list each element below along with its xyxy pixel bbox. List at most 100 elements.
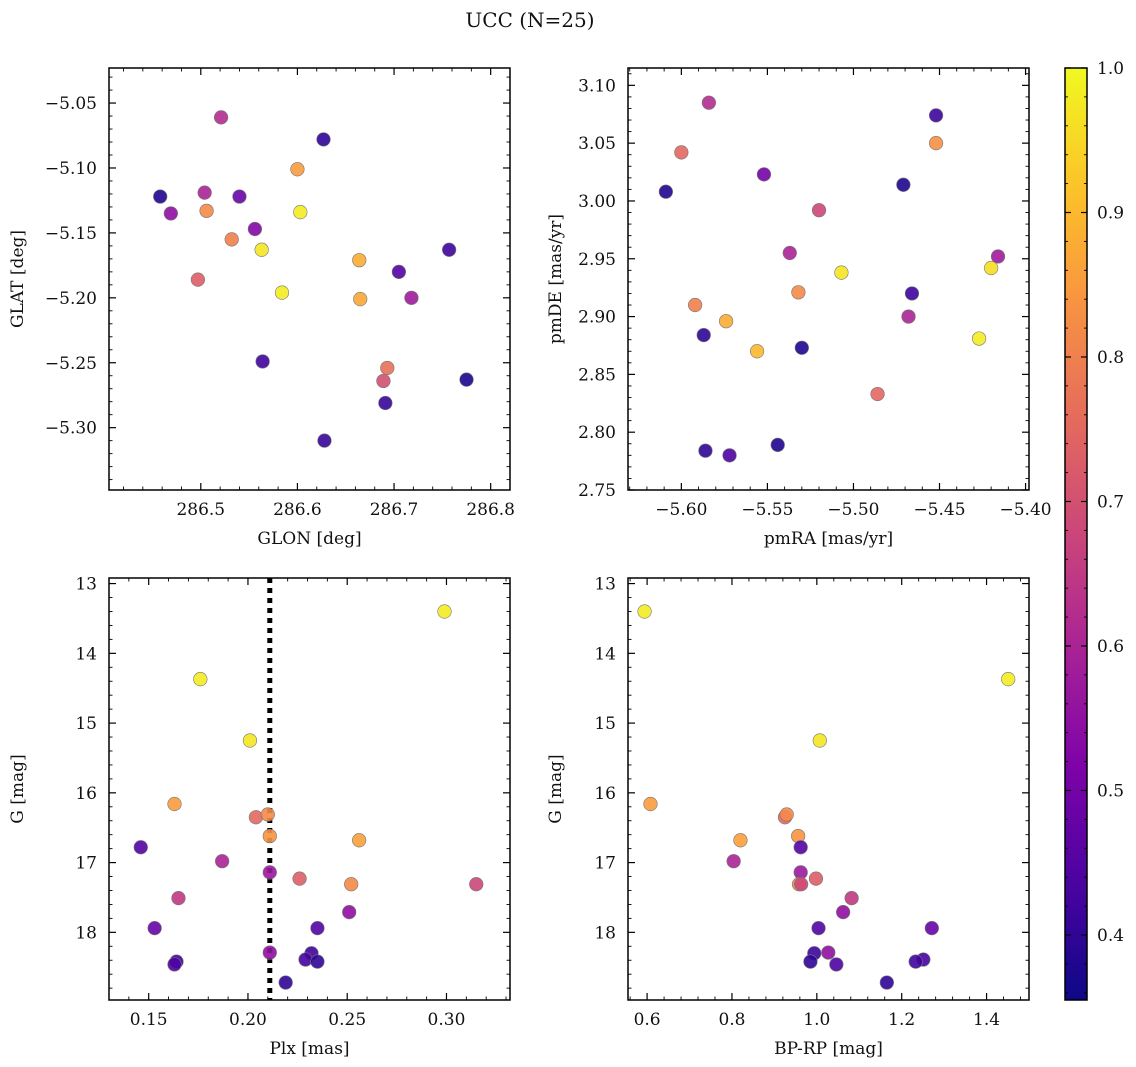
colorbar-frame — [1064, 67, 1088, 1001]
data-point — [224, 232, 239, 247]
data-point — [870, 386, 885, 402]
data-point — [718, 314, 734, 329]
data-point — [391, 264, 406, 279]
panel-bprp-g: 0.6 0.8 1.0 1.2 1.4 13 14 15 16 17 18 BP-RP [mag] G … — [546, 575, 1030, 1059]
data-point — [1001, 672, 1016, 687]
data-point — [167, 796, 182, 812]
y-tick-label: 3.10 — [578, 76, 616, 96]
panel-plx-g: 0.15 0.20 0.25 0.30 13 14 15 16 17 18 Plx [mas] G [… — [8, 575, 511, 1059]
x-tick-label: 286.5 — [176, 500, 225, 520]
data-point — [808, 871, 824, 886]
data-point — [232, 189, 247, 204]
y-tick-label: 14 — [75, 644, 97, 664]
colorbar-tick-label: 1.0 — [1097, 59, 1124, 79]
y-tick-label: 15 — [75, 714, 97, 734]
y-tick-label: 2.95 — [578, 250, 616, 270]
data-point — [260, 807, 275, 822]
data-point — [971, 331, 987, 346]
data-point — [811, 203, 827, 218]
y-tick-label: 2.75 — [578, 481, 616, 501]
axes-frame — [627, 577, 1030, 1001]
data-point — [293, 205, 308, 220]
data-point — [984, 260, 999, 276]
y-tick-label: −5.10 — [45, 159, 97, 179]
y-tick-label: −5.30 — [45, 419, 97, 439]
data-point — [733, 833, 748, 848]
data-point — [247, 221, 263, 237]
y-tick-label: 15 — [594, 714, 616, 734]
data-point — [834, 265, 849, 280]
colorbar-tick-label: 0.8 — [1097, 348, 1124, 368]
data-point — [163, 206, 178, 221]
data-point — [756, 167, 772, 182]
data-point — [147, 921, 162, 936]
data-point — [811, 921, 826, 936]
data-point — [658, 184, 673, 199]
data-point — [193, 672, 208, 687]
points-glon-glat — [153, 110, 474, 448]
data-point — [770, 437, 785, 453]
y-tick-label: 16 — [75, 784, 97, 804]
data-point — [791, 285, 806, 300]
data-point — [469, 877, 484, 892]
data-point — [380, 360, 395, 376]
data-point — [133, 840, 148, 855]
data-point — [879, 975, 894, 990]
y-tick-label: 14 — [594, 644, 616, 664]
data-point — [701, 95, 716, 110]
x-tick-label: 0.6 — [634, 1010, 661, 1030]
data-point — [794, 877, 809, 892]
data-point — [317, 433, 332, 448]
data-point — [310, 921, 325, 936]
y-tick-label: 3.00 — [578, 192, 616, 212]
data-point — [262, 865, 277, 880]
data-point — [167, 957, 182, 972]
y-axis-label: G [mag] — [8, 754, 28, 823]
points-plx-g — [133, 604, 484, 990]
data-point — [190, 272, 205, 287]
data-point — [197, 185, 212, 200]
x-tick-label: 0.20 — [229, 1010, 267, 1030]
colorbar-tick-label: 0.5 — [1097, 781, 1124, 801]
x-tick-label: 1.2 — [888, 1010, 915, 1030]
data-point — [298, 952, 313, 967]
data-point — [242, 733, 258, 748]
data-point — [901, 309, 916, 324]
data-point — [688, 297, 703, 313]
x-tick-label: 0.8 — [718, 1010, 745, 1030]
y-tick-label: 3.05 — [578, 134, 616, 154]
y-axis-label: G [mag] — [546, 754, 566, 823]
x-axis-label: pmRA [mas/yr] — [764, 529, 893, 549]
axes-frame — [627, 67, 1030, 491]
data-point — [829, 957, 844, 972]
data-point — [779, 807, 794, 822]
data-point — [812, 733, 827, 748]
data-point — [310, 954, 325, 969]
data-point — [404, 290, 419, 305]
points-bprp-g — [637, 604, 1016, 990]
data-point — [378, 395, 393, 411]
y-tick-label: −5.20 — [45, 289, 97, 309]
data-point — [254, 242, 269, 257]
x-tick-label: 1.4 — [973, 1010, 1000, 1030]
y-axis-label: pmDE [mas/yr] — [546, 214, 566, 344]
data-point — [749, 344, 765, 359]
data-point — [199, 203, 214, 218]
data-point — [928, 136, 944, 151]
y-tick-label: −5.15 — [45, 224, 97, 244]
y-tick-label: −5.25 — [45, 354, 97, 374]
data-point — [316, 132, 331, 147]
x-tick-label: 286.6 — [273, 500, 322, 520]
data-point — [292, 871, 307, 886]
x-tick-label: −5.45 — [913, 500, 965, 520]
data-point — [376, 373, 391, 389]
data-point — [352, 253, 367, 268]
data-point — [722, 448, 737, 463]
data-point — [213, 110, 229, 125]
data-point — [794, 340, 809, 355]
x-tick-label: −5.55 — [741, 500, 793, 520]
data-point — [836, 905, 851, 920]
y-tick-label: 17 — [594, 854, 616, 874]
points-pmra-pmde — [658, 95, 1006, 463]
